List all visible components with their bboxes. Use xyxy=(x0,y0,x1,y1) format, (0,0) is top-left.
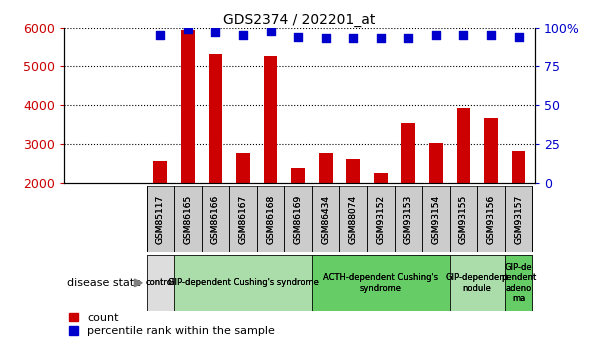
Text: GSM86165: GSM86165 xyxy=(184,195,192,244)
Text: ACTH-dependent Cushing's
syndrome: ACTH-dependent Cushing's syndrome xyxy=(323,273,438,293)
Text: GSM86434: GSM86434 xyxy=(321,195,330,244)
Text: GIP-dependent Cushing's syndrome: GIP-dependent Cushing's syndrome xyxy=(168,278,319,287)
Text: GIP-de
pendent
adeno
ma: GIP-de pendent adeno ma xyxy=(501,263,536,303)
Text: GSM88074: GSM88074 xyxy=(348,195,358,244)
Text: GSM85117: GSM85117 xyxy=(156,195,165,244)
Text: GIP-de
pendent
adeno
ma: GIP-de pendent adeno ma xyxy=(501,263,536,303)
Text: GSM86166: GSM86166 xyxy=(211,195,220,244)
Text: GSM93154: GSM93154 xyxy=(431,195,440,244)
FancyBboxPatch shape xyxy=(174,255,312,310)
Bar xyxy=(236,153,250,260)
Text: GSM93155: GSM93155 xyxy=(459,195,468,244)
Point xyxy=(238,32,248,38)
Text: GSM93154: GSM93154 xyxy=(431,195,440,244)
Text: GSM86169: GSM86169 xyxy=(294,195,303,244)
Text: disease state: disease state xyxy=(67,278,140,288)
Text: ACTH-dependent Cushing's
syndrome: ACTH-dependent Cushing's syndrome xyxy=(323,273,438,293)
Bar xyxy=(484,118,498,260)
FancyBboxPatch shape xyxy=(450,255,505,310)
Text: control: control xyxy=(146,278,175,287)
Bar xyxy=(291,168,305,260)
Text: GIP-dependent
nodule: GIP-dependent nodule xyxy=(446,273,509,293)
FancyBboxPatch shape xyxy=(450,255,505,310)
Text: GSM85117: GSM85117 xyxy=(156,195,165,244)
Text: GSM86168: GSM86168 xyxy=(266,195,275,244)
Point xyxy=(431,32,441,38)
FancyBboxPatch shape xyxy=(505,255,532,310)
Point xyxy=(293,34,303,40)
Text: GSM93153: GSM93153 xyxy=(404,195,413,244)
Point xyxy=(156,32,165,38)
Text: GSM93157: GSM93157 xyxy=(514,195,523,244)
Bar xyxy=(319,153,333,260)
Bar xyxy=(374,173,388,260)
FancyBboxPatch shape xyxy=(505,255,532,310)
Text: GSM86166: GSM86166 xyxy=(211,195,220,244)
Text: GSM86434: GSM86434 xyxy=(321,195,330,244)
Bar xyxy=(181,30,195,260)
Point xyxy=(210,29,220,35)
Bar xyxy=(511,151,525,260)
Point xyxy=(321,36,331,41)
Text: GSM93155: GSM93155 xyxy=(459,195,468,244)
Text: GSM86167: GSM86167 xyxy=(238,195,247,244)
Point xyxy=(266,28,275,33)
Text: GSM86168: GSM86168 xyxy=(266,195,275,244)
FancyBboxPatch shape xyxy=(147,255,174,310)
FancyBboxPatch shape xyxy=(174,255,312,310)
Point xyxy=(183,26,193,32)
Text: GSM86165: GSM86165 xyxy=(184,195,192,244)
Text: GSM86167: GSM86167 xyxy=(238,195,247,244)
Text: GSM93156: GSM93156 xyxy=(486,195,496,244)
Point xyxy=(486,32,496,38)
Point xyxy=(348,36,358,41)
Bar xyxy=(429,143,443,260)
Text: GSM93157: GSM93157 xyxy=(514,195,523,244)
Text: GIP-dependent Cushing's syndrome: GIP-dependent Cushing's syndrome xyxy=(168,278,319,287)
Point xyxy=(458,32,468,38)
Bar xyxy=(209,53,223,260)
Bar xyxy=(264,56,277,260)
Bar xyxy=(347,159,360,260)
Bar xyxy=(457,108,470,260)
Text: GSM86169: GSM86169 xyxy=(294,195,303,244)
FancyBboxPatch shape xyxy=(147,255,174,310)
Text: GSM93152: GSM93152 xyxy=(376,195,385,244)
Bar xyxy=(153,161,167,260)
FancyBboxPatch shape xyxy=(312,255,450,310)
Point xyxy=(404,36,413,41)
Bar xyxy=(401,123,415,260)
Text: GIP-dependent
nodule: GIP-dependent nodule xyxy=(446,273,509,293)
Text: GSM93153: GSM93153 xyxy=(404,195,413,244)
FancyBboxPatch shape xyxy=(147,186,532,252)
Text: GSM93152: GSM93152 xyxy=(376,195,385,244)
Text: GSM93156: GSM93156 xyxy=(486,195,496,244)
Legend: count, percentile rank within the sample: count, percentile rank within the sample xyxy=(69,313,275,336)
FancyBboxPatch shape xyxy=(312,255,450,310)
Text: control: control xyxy=(146,278,175,287)
Title: GDS2374 / 202201_at: GDS2374 / 202201_at xyxy=(223,12,376,27)
Point xyxy=(514,34,523,40)
Text: GSM88074: GSM88074 xyxy=(348,195,358,244)
Point xyxy=(376,36,385,41)
